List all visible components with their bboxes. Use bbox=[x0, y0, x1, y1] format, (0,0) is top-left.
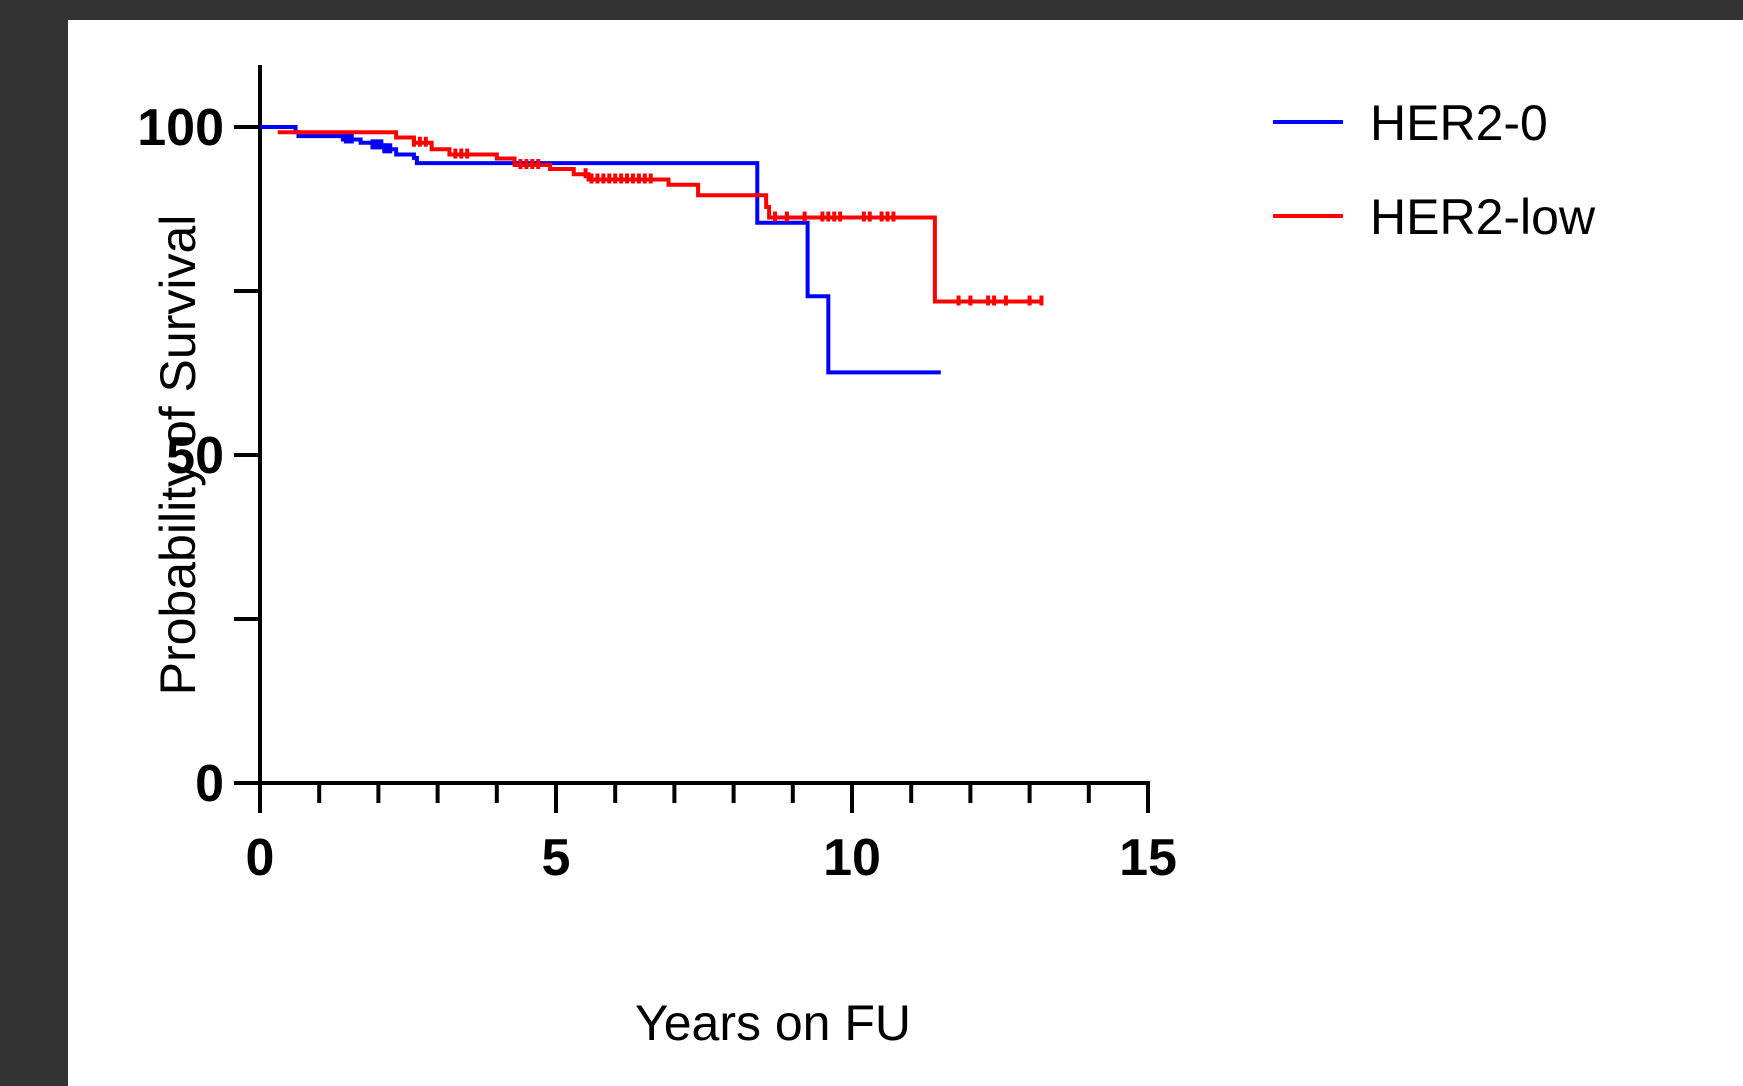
x-tick-label: 10 bbox=[823, 829, 881, 887]
y-ticks: 0 50 100 bbox=[137, 99, 260, 813]
survival-chart: 0 50 100 0 5 10 15 Probability of Survival Ye… bbox=[137, 65, 1596, 1051]
survival-curve bbox=[277, 130, 1042, 304]
legend-label: HER2-0 bbox=[1370, 95, 1548, 151]
series-group bbox=[260, 125, 1044, 375]
series-her2-0 bbox=[260, 125, 941, 375]
chart-panel: 0 50 100 0 5 10 15 Probability of Survival Ye… bbox=[68, 20, 1743, 1086]
x-axis-title: Years on FU bbox=[635, 995, 911, 1051]
x-ticks: 0 5 10 15 bbox=[246, 783, 1177, 887]
y-tick-label: 50 bbox=[166, 427, 224, 485]
x-tick-label: 5 bbox=[542, 829, 571, 887]
legend: HER2-0 HER2-low bbox=[1273, 95, 1596, 245]
y-axis-title: Probability of Survival bbox=[150, 215, 206, 696]
survival-curve bbox=[260, 125, 941, 375]
legend-label: HER2-low bbox=[1370, 189, 1596, 245]
y-tick-label: 100 bbox=[137, 99, 224, 157]
y-tick-label: 0 bbox=[195, 755, 224, 813]
x-tick-label: 0 bbox=[246, 829, 275, 887]
axes-group: 0 50 100 0 5 10 15 bbox=[137, 65, 1177, 887]
x-tick-label: 15 bbox=[1119, 829, 1177, 887]
series-her2-low bbox=[277, 130, 1044, 306]
